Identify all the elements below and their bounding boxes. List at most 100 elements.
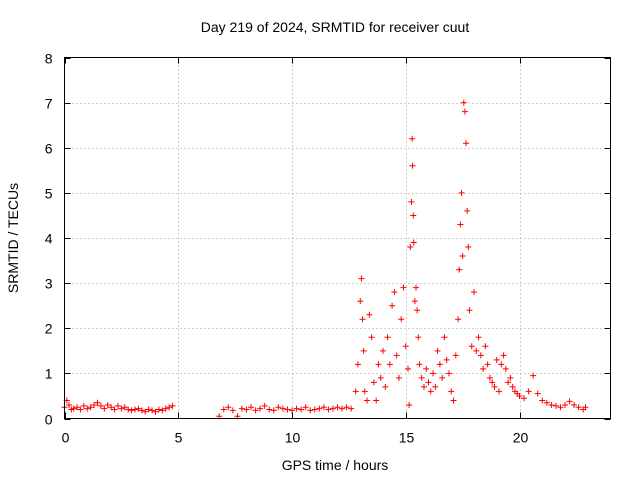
- data-point: [298, 406, 305, 413]
- data-point: [445, 370, 452, 377]
- data-point: [468, 343, 475, 350]
- data-point: [448, 388, 455, 395]
- data-point: [348, 405, 355, 412]
- data-point: [159, 407, 166, 414]
- data-point: [275, 404, 282, 411]
- data-point: [135, 405, 142, 412]
- data-point: [368, 334, 375, 341]
- data-point: [465, 244, 472, 251]
- data-point: [125, 406, 132, 413]
- data-point: [496, 388, 503, 395]
- data-point: [443, 356, 450, 363]
- data-point: [375, 361, 382, 368]
- data-point: [521, 395, 528, 402]
- data-point: [261, 402, 268, 409]
- data-point: [366, 311, 373, 318]
- data-point: [486, 374, 493, 381]
- data-point: [425, 379, 432, 386]
- data-point: [352, 388, 359, 395]
- data-points: [61, 99, 589, 420]
- data-point: [77, 406, 84, 413]
- data-point: [354, 361, 361, 368]
- data-point: [423, 365, 430, 372]
- data-point: [155, 406, 162, 413]
- data-point: [420, 383, 427, 390]
- data-point: [525, 388, 532, 395]
- data-point: [414, 307, 421, 314]
- data-point: [484, 361, 491, 368]
- data-point: [473, 347, 480, 354]
- data-point: [450, 397, 457, 404]
- data-point: [307, 407, 314, 414]
- data-point: [410, 212, 417, 219]
- y-tick-label: 6: [45, 141, 53, 157]
- data-point: [498, 361, 505, 368]
- grid: [64, 57, 611, 419]
- data-point: [220, 406, 227, 413]
- data-point: [128, 407, 135, 414]
- x-tick-label: 15: [399, 430, 415, 446]
- data-point: [411, 298, 418, 305]
- y-tick-label: 0: [45, 412, 53, 428]
- data-point: [566, 398, 573, 405]
- x-tick-label: 5: [175, 430, 183, 446]
- data-point: [384, 334, 391, 341]
- data-point: [357, 298, 364, 305]
- chart-title: Day 219 of 2024, SRMTID for receiver cuu…: [201, 19, 470, 35]
- data-point: [456, 266, 463, 273]
- data-point: [493, 356, 500, 363]
- data-point: [325, 406, 332, 413]
- y-tick-label: 3: [45, 276, 53, 292]
- data-point: [311, 406, 318, 413]
- data-point: [562, 401, 568, 408]
- data-point: [460, 99, 467, 106]
- x-tick-label: 0: [62, 430, 70, 446]
- data-point: [457, 221, 464, 228]
- data-point: [409, 135, 416, 142]
- data-point: [582, 404, 589, 411]
- data-point: [557, 404, 564, 411]
- data-point: [243, 406, 250, 413]
- data-point: [132, 406, 139, 413]
- data-point: [364, 397, 371, 404]
- data-point: [386, 361, 393, 368]
- data-point: [358, 275, 365, 282]
- data-point: [471, 289, 477, 296]
- data-point: [329, 405, 336, 412]
- axis-ticks: 0 1 2 3 4 5 6 7 8 0 5 10 15 20: [45, 51, 611, 446]
- data-point: [373, 397, 380, 404]
- data-point: [138, 407, 145, 414]
- data-point: [418, 374, 425, 381]
- data-point: [534, 390, 541, 397]
- data-point: [87, 404, 94, 411]
- data-point: [149, 407, 156, 414]
- data-point: [406, 401, 413, 408]
- data-point: [398, 316, 405, 323]
- data-point: [80, 402, 87, 409]
- data-point: [114, 402, 121, 409]
- data-point: [101, 405, 108, 412]
- data-point: [458, 189, 465, 196]
- data-point: [402, 343, 409, 350]
- data-point: [430, 370, 437, 377]
- data-point: [466, 307, 473, 314]
- data-point: [248, 404, 255, 411]
- data-point: [334, 404, 341, 411]
- data-point: [530, 372, 537, 379]
- data-point: [380, 347, 386, 354]
- data-point: [166, 404, 173, 411]
- data-point: [382, 383, 389, 390]
- data-point: [407, 244, 414, 251]
- data-point: [66, 401, 73, 408]
- y-tick-label: 2: [45, 321, 53, 337]
- data-point: [427, 388, 434, 395]
- data-point: [238, 405, 245, 412]
- x-axis-label: GPS time / hours: [282, 457, 389, 473]
- data-point: [270, 407, 277, 414]
- data-point: [415, 334, 422, 341]
- y-axis-label: SRMTID / TECUs: [5, 183, 21, 293]
- data-point: [408, 198, 415, 205]
- data-point: [452, 352, 459, 359]
- data-point: [343, 404, 350, 411]
- data-point: [229, 407, 236, 414]
